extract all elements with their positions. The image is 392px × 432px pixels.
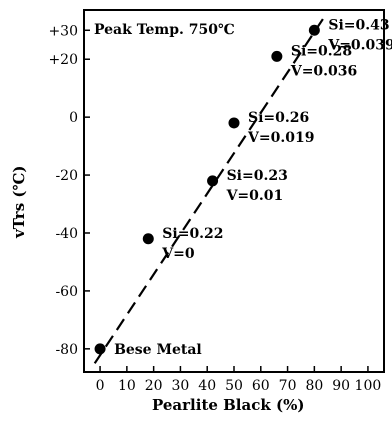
data-series: Bese Metal Si=0.22 V=0 Si=0.23 V=0.01 Si=0.26…	[93, 15, 392, 364]
y-tick-label: -20	[55, 168, 78, 184]
point-label: V=0	[161, 246, 195, 262]
peak-temp-annotation: Peak Temp. 750℃	[94, 22, 235, 38]
x-tick-label: 60	[252, 378, 270, 394]
x-tick-label: 0	[96, 378, 105, 394]
point-label: V=0.01	[226, 188, 284, 204]
data-point	[228, 117, 240, 129]
y-axis-ticks: +30 +20 0 -20 -40 -60 -80	[48, 23, 90, 358]
x-tick-label: 40	[198, 378, 216, 394]
x-tick-label: 50	[225, 378, 243, 394]
data-point	[94, 343, 106, 355]
x-tick-label: 10	[118, 378, 136, 394]
x-tick-label: 20	[145, 378, 163, 394]
point-label: Si=0.43	[328, 17, 389, 33]
y-tick-label: -80	[55, 342, 78, 358]
trend-line	[93, 15, 326, 364]
point-label: Bese Metal	[114, 342, 202, 358]
y-tick-label: +30	[48, 23, 78, 39]
data-point	[142, 233, 154, 245]
point-label: Si=0.28	[291, 43, 352, 59]
x-tick-label: 80	[305, 378, 323, 394]
x-axis-ticks: 0 10 20 30 40 50 60 70 80 90 100	[96, 366, 382, 394]
data-point	[271, 50, 283, 62]
point-label: V=0.039	[327, 37, 392, 53]
x-tick-label: 100	[355, 378, 382, 394]
point-label: Si=0.22	[162, 226, 223, 242]
point-label: V=0.036	[290, 63, 357, 79]
point-label: Si=0.26	[248, 110, 309, 126]
y-tick-label: -60	[55, 284, 78, 300]
y-tick-label: 0	[69, 110, 78, 126]
data-point	[308, 24, 320, 36]
x-tick-label: 70	[279, 378, 297, 394]
point-label: Si=0.23	[227, 168, 288, 184]
x-axis-title: Pearlite Black (%)	[152, 396, 304, 414]
point-label: V=0.019	[247, 130, 314, 146]
y-tick-label: -40	[55, 226, 78, 242]
x-tick-label: 90	[332, 378, 350, 394]
y-axis-title: vTrs (℃)	[10, 165, 28, 239]
y-tick-label: +20	[48, 52, 78, 68]
x-tick-label: 30	[172, 378, 190, 394]
data-point	[207, 175, 219, 187]
